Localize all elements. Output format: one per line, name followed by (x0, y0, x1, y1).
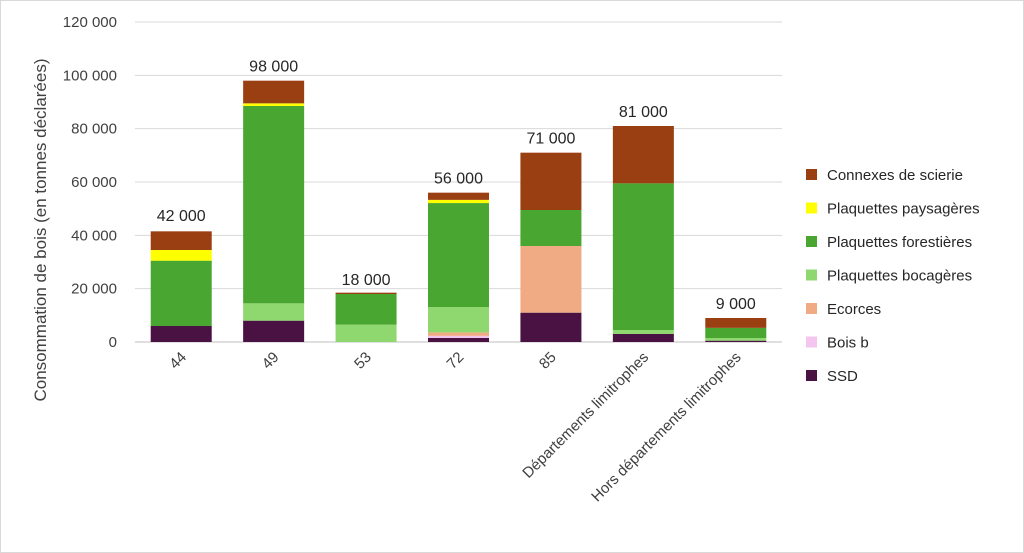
bar-segment (150, 231, 212, 250)
bar-segment (612, 334, 674, 342)
bar-segment (520, 312, 582, 342)
bar-segment (243, 303, 305, 321)
legend-swatch (806, 370, 817, 381)
total-label: 56 000 (434, 171, 483, 188)
y-tick-label: 40 000 (71, 227, 117, 244)
bar-segment (243, 80, 305, 104)
total-label: 81 000 (619, 104, 668, 121)
bar-segment (612, 126, 674, 184)
x-tick-label: 85 (536, 349, 560, 373)
x-tick-label: 53 (351, 349, 375, 373)
bar-segment (705, 318, 767, 328)
bar-segment (243, 106, 305, 304)
legend-label: Connexes de scierie (827, 167, 963, 184)
y-tick-label: 60 000 (71, 174, 117, 191)
bar-segment (428, 335, 489, 338)
legend-swatch (806, 169, 817, 180)
legend-label: SSD (827, 368, 858, 385)
legend-swatch (806, 236, 817, 247)
total-label: 98 000 (249, 59, 298, 76)
bar-segment (612, 330, 674, 334)
legend-label: Bois b (827, 335, 869, 352)
bar-segment (520, 210, 582, 246)
bar-segment (150, 326, 212, 342)
bar-segment (428, 307, 489, 333)
bar-segment (520, 246, 582, 313)
bar-segment (612, 183, 674, 330)
legend-label: Ecorces (827, 301, 881, 318)
y-tick-label: 80 000 (71, 121, 117, 138)
bar-segment (335, 292, 397, 294)
legend: Connexes de scierie Plaquettes paysagères… (806, 167, 980, 385)
bar-segment (150, 250, 212, 261)
legend-label: Plaquettes forestières (827, 234, 972, 251)
legend-label: Plaquettes bocagères (827, 268, 972, 285)
x-tick-label: 49 (259, 349, 283, 373)
bars (150, 80, 767, 342)
bar-segment (705, 338, 767, 341)
x-tick-label: Hors départements limitrophes (588, 349, 744, 505)
y-axis-title: Consommation de bois (en tonnes déclarée… (31, 58, 50, 401)
bar-segment (428, 338, 489, 342)
bar-segment (428, 332, 489, 336)
bar-segment (243, 320, 305, 342)
legend-swatch (806, 269, 817, 281)
bar-segment (705, 327, 767, 338)
bar-segment (428, 192, 489, 200)
y-tick-label: 120 000 (63, 14, 117, 31)
x-tick-label: 72 (444, 349, 468, 373)
bar-segment (243, 103, 305, 106)
x-tick-label: 44 (166, 349, 190, 373)
total-label: 9 000 (716, 296, 756, 313)
legend-swatch (806, 336, 817, 348)
bar-segment (428, 199, 489, 204)
bar-segment (520, 152, 582, 210)
legend-swatch (806, 202, 817, 214)
bar-segment (335, 324, 397, 342)
y-tick-label: 0 (109, 334, 117, 351)
total-label: 18 000 (342, 272, 391, 289)
bar-segment (428, 203, 489, 308)
y-tick-label: 100 000 (63, 67, 117, 84)
total-label: 42 000 (157, 208, 206, 225)
legend-swatch (806, 303, 817, 314)
y-axis-ticks: 0 20 000 40 000 60 000 80 000 100 000 120 000 (63, 14, 117, 351)
total-labels: 42 000 98 000 18 000 56 000 71 000 81 000 9 00… (157, 59, 756, 313)
gridlines (135, 21, 782, 343)
y-tick-label: 20 000 (71, 281, 117, 298)
bar-segment (150, 260, 212, 326)
total-label: 71 000 (526, 131, 575, 148)
bar-segment (705, 340, 767, 342)
legend-label: Plaquettes paysagères (827, 201, 980, 218)
bar-segment (335, 294, 397, 325)
